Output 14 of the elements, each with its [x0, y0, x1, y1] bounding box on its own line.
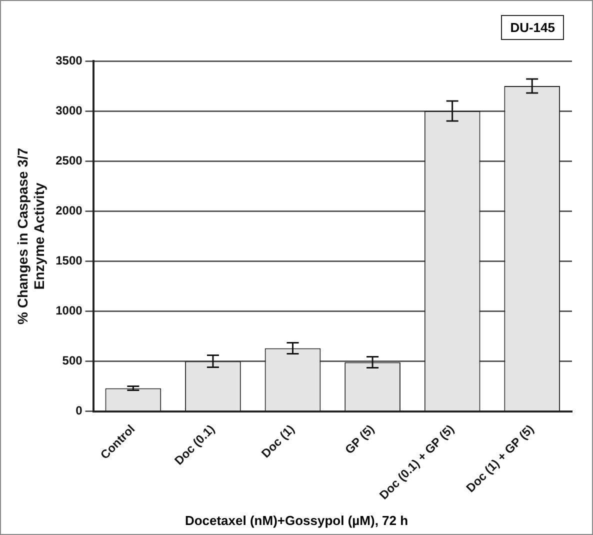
y-tick-label: 3000	[56, 103, 83, 118]
x-tick-label: Doc (1) + GP (5)	[463, 422, 537, 496]
y-tick-label: 1500	[56, 254, 83, 268]
x-tick-label: GP (5)	[342, 422, 378, 457]
y-tick-label: 2500	[56, 153, 83, 168]
y-tick-label: 0	[76, 404, 83, 418]
x-tick-label: Doc (1)	[258, 422, 298, 461]
y-tick-label: 500	[62, 354, 83, 368]
x-axis-title: Docetaxel (nM)+Gossypol (µM), 72 h	[184, 513, 410, 528]
y-axis-title: % Changes in Caspase 3/7 Enzyme Activity	[14, 148, 48, 324]
y-tick-label: 1000	[56, 304, 83, 318]
text: DU-145	[501, 15, 564, 40]
y-tick-label: 3500	[56, 53, 83, 68]
y-tick-label: 2000	[56, 203, 83, 218]
